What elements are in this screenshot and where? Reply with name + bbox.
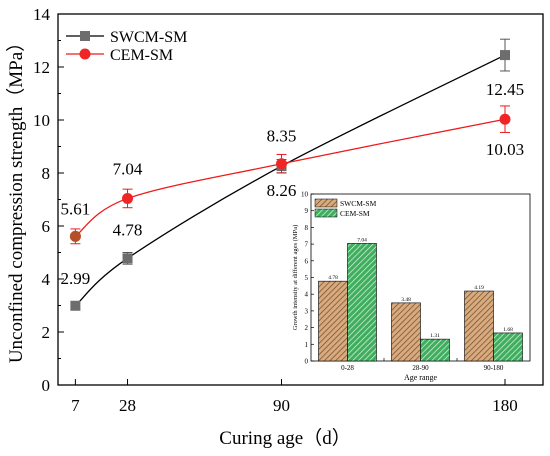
y-tick-label: 10 [33, 111, 50, 130]
inset-bar-cem-sm [493, 332, 523, 362]
inset-plot: 0 1 2 3 4 5 6 7 8 9 10 4.78 7.04 0-28 3.48 1.31 28-90 4.1… [292, 191, 531, 382]
x-tick-label: 7 [71, 396, 80, 415]
data-point-swcm-sm [500, 50, 511, 61]
inset-bar-label: 4.19 [474, 285, 484, 291]
inset-y-tick-label: 5 [305, 274, 309, 282]
data-label: 4.78 [113, 220, 143, 239]
data-point-swcm-sm [70, 300, 81, 311]
legend-marker [80, 31, 90, 41]
inset-bar-swcm-sm [318, 280, 348, 362]
data-point-overlap [69, 230, 81, 242]
x-tick-label: 180 [492, 396, 518, 415]
inset-y-tick-label: 6 [305, 257, 309, 265]
inset-bar-label: 1.68 [503, 327, 513, 333]
inset-y-tick-label: 9 [305, 207, 309, 215]
inset-y-tick-label: 0 [305, 358, 309, 366]
data-point-cem-sm [276, 158, 288, 170]
legend-label: CEM-SM [110, 47, 173, 64]
inset-y-tick-label: 10 [301, 191, 309, 199]
main-x-axis-label: Curing age（d） [219, 427, 350, 449]
y-tick-label: 0 [42, 376, 51, 395]
inset-y-tick-label: 7 [305, 241, 309, 249]
inset-y-tick-label: 1 [305, 341, 309, 349]
inset-y-axis-label: Growth intensity at different ages (MPa) [292, 225, 299, 330]
inset-legend-label: CEM-SM [340, 209, 370, 218]
data-label: 2.99 [61, 269, 91, 288]
y-tick-label: 2 [42, 323, 51, 342]
y-tick-label: 6 [42, 217, 51, 236]
inset-y-tick-label: 3 [305, 307, 309, 315]
inset-bar-swcm-sm [391, 302, 421, 362]
y-tick-label: 4 [42, 270, 51, 289]
data-label: 5.61 [61, 199, 91, 218]
inset-bar-label: 1.31 [430, 333, 440, 339]
inset-legend-label: SWCM-SM [340, 199, 377, 208]
inset-x-tick-label: 0-28 [341, 364, 354, 372]
inset-legend-swatch [314, 208, 338, 218]
inset-bar-swcm-sm [464, 290, 494, 362]
legend-marker [79, 48, 91, 60]
inset-x-tick-label: 28-90 [412, 364, 429, 372]
x-tick-label: 28 [119, 396, 136, 415]
data-point-cem-sm [122, 192, 134, 204]
inset-bar-label: 4.78 [328, 275, 338, 281]
data-label: 8.26 [267, 181, 297, 200]
series-line-swcm-sm [74, 54, 506, 307]
inset-bar-cem-sm [347, 243, 377, 362]
inset-bar-cem-sm [420, 338, 450, 362]
data-label: 12.45 [486, 80, 524, 99]
main-y-axis-label: Unconfined compression strength（MPa） [5, 33, 27, 363]
data-label: 7.04 [113, 159, 143, 178]
legend-label: SWCM-SM [110, 29, 187, 46]
data-label: 10.03 [486, 140, 524, 159]
inset-y-tick-label: 8 [305, 224, 309, 232]
y-tick-label: 14 [33, 5, 51, 24]
inset-y-tick-label: 4 [305, 291, 309, 299]
inset-bar-label: 3.48 [401, 297, 411, 303]
inset-legend-swatch [314, 198, 338, 208]
inset-bar-label: 7.04 [357, 237, 367, 243]
x-tick-label: 90 [273, 396, 290, 415]
data-point-swcm-sm [122, 253, 133, 264]
inset-y-tick-label: 2 [305, 324, 309, 332]
y-tick-label: 12 [33, 58, 50, 77]
y-tick-label: 8 [42, 164, 51, 183]
data-label: 8.35 [267, 127, 297, 146]
series-line-cem-sm [74, 118, 506, 237]
data-point-cem-sm [499, 113, 511, 125]
inset-x-tick-label: 90-180 [484, 364, 504, 372]
inset-x-axis-label: Age range [404, 373, 438, 382]
